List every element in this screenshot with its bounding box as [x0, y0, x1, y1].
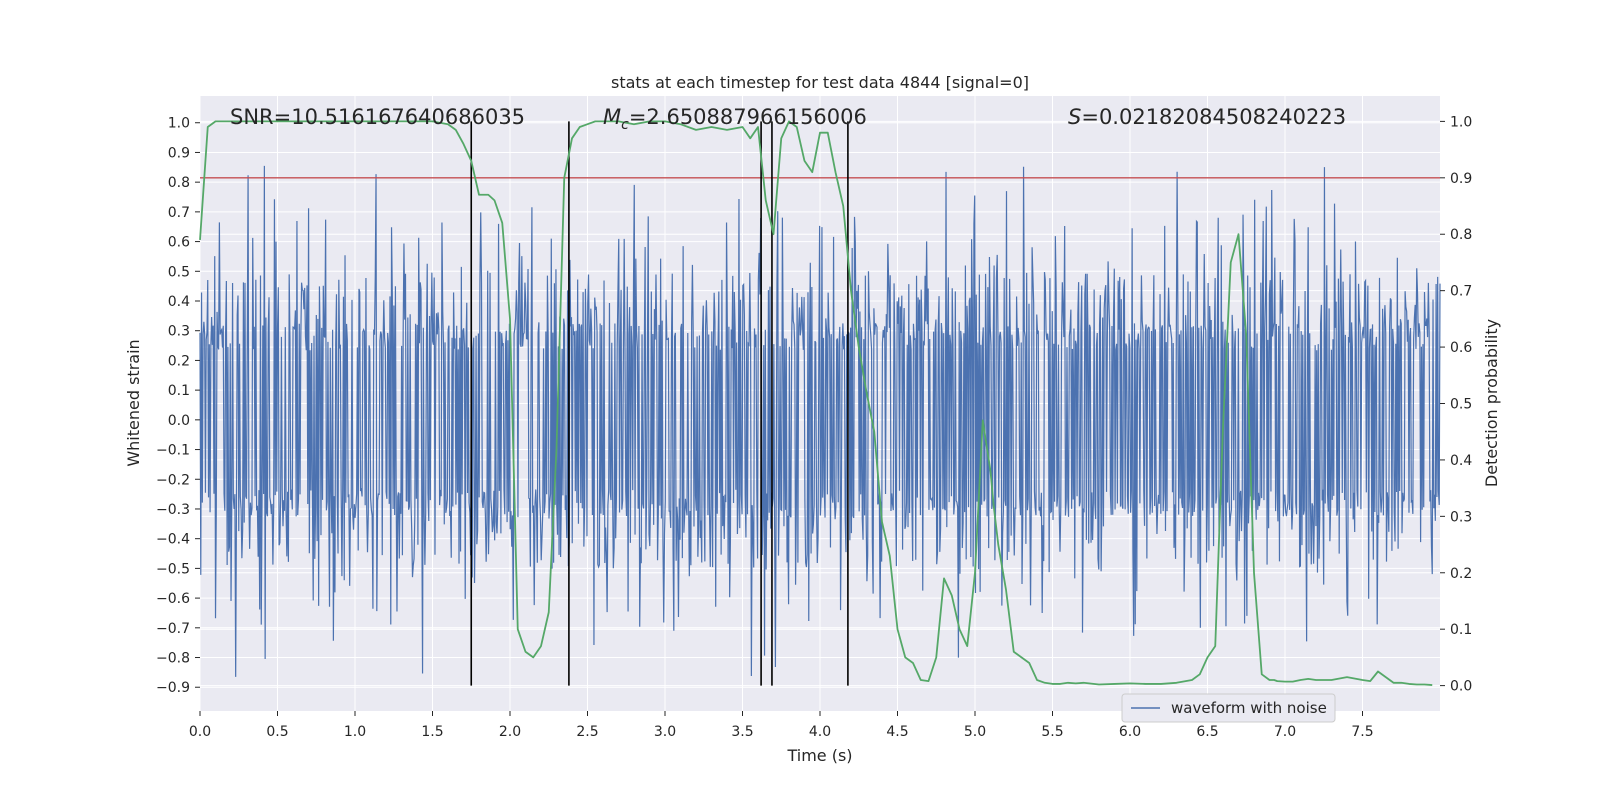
y-left-tick-label: 0.7 — [168, 205, 190, 221]
y-left-tick-label: 0.6 — [168, 235, 190, 251]
waveform-series — [199, 165, 1441, 677]
x-tick-label: 0.0 — [189, 724, 211, 740]
x-tick-label: 5.0 — [964, 724, 986, 740]
x-tick-label: 3.5 — [731, 724, 753, 740]
y-left-tick-label: −0.3 — [156, 502, 190, 518]
y-axis-right-label: Detection probability — [1482, 319, 1501, 487]
y-right-tick-label: 0.3 — [1450, 509, 1472, 525]
y-right-tick-label: 0.9 — [1450, 171, 1472, 187]
y-left-tick-label: 0.9 — [168, 145, 190, 161]
y-left-tick-label: 0.1 — [168, 383, 190, 399]
s-value: =0.02182084508240223 — [1081, 105, 1346, 129]
y-axis-right: 1.0 0.9 0.8 0.7 0.6 0.5 0.4 0.3 0.2 0.1 0.0 — [1440, 114, 1472, 695]
y-right-tick-label: 0.4 — [1450, 453, 1472, 469]
chirp-mass-subscript: c — [621, 117, 629, 133]
x-tick-label: 1.0 — [344, 724, 366, 740]
x-tick-label: 7.0 — [1274, 724, 1296, 740]
legend-label-waveform: waveform with noise — [1171, 699, 1327, 717]
snr-annotation: SNR=10.516167640686035 — [230, 105, 525, 129]
y-axis-left: 1.0 0.9 0.8 0.7 0.6 0.5 0.4 0.3 0.2 0.1 0.0 −0.1 −0.… — [156, 116, 200, 696]
y-left-tick-label: 0.8 — [168, 175, 190, 191]
y-right-tick-label: 0.5 — [1450, 397, 1472, 413]
x-tick-label: 7.5 — [1351, 724, 1373, 740]
y-left-tick-label: −0.2 — [156, 472, 190, 488]
y-left-tick-label: −0.1 — [156, 443, 190, 459]
x-tick-label: 0.5 — [266, 724, 288, 740]
chirp-mass-value: =2.650887966156006 — [629, 105, 867, 129]
y-left-tick-label: 0.2 — [168, 353, 190, 369]
y-left-tick-label: −0.7 — [156, 621, 190, 637]
chirp-mass-symbol: M — [603, 105, 621, 129]
x-tick-label: 1.5 — [421, 724, 443, 740]
y-left-tick-label: 1.0 — [168, 116, 190, 132]
x-tick-label: 4.0 — [809, 724, 831, 740]
y-left-tick-label: 0.3 — [168, 324, 190, 340]
y-left-tick-label: −0.5 — [156, 561, 190, 577]
y-right-tick-label: 0.7 — [1450, 284, 1472, 300]
y-left-tick-label: 0.5 — [168, 264, 190, 280]
y-left-tick-label: −0.9 — [156, 680, 190, 696]
legend-box — [1121, 693, 1336, 723]
s-annotation: S=0.02182084508240223 — [1068, 105, 1346, 129]
y-right-tick-label: 0.8 — [1450, 227, 1472, 243]
y-right-tick-label: 0.1 — [1450, 622, 1472, 638]
chart-title: stats at each timestep for test data 484… — [611, 73, 1029, 92]
s-symbol: S — [1068, 105, 1081, 129]
y-left-tick-label: 0.0 — [168, 413, 190, 429]
chirp-mass-annotation: Mc=2.650887966156006 — [603, 105, 867, 133]
y-right-tick-label: 0.6 — [1450, 340, 1472, 356]
y-left-tick-label: −0.4 — [156, 532, 190, 548]
x-tick-label: 2.0 — [499, 724, 521, 740]
waveform-line — [199, 165, 1441, 677]
overlays — [199, 120, 1440, 686]
x-tick-label: 3.0 — [654, 724, 676, 740]
y-left-tick-label: 0.4 — [168, 294, 190, 310]
legend: waveform with noise — [1121, 693, 1336, 723]
y-right-tick-label: 0.2 — [1450, 566, 1472, 582]
y-left-tick-label: −0.8 — [156, 651, 190, 667]
y-right-tick-label: 0.0 — [1450, 679, 1472, 695]
x-tick-label: 2.5 — [576, 724, 598, 740]
x-tick-label: 4.5 — [886, 724, 908, 740]
y-right-tick-label: 1.0 — [1450, 114, 1472, 130]
y-axis-left-label: Whitened strain — [124, 339, 143, 466]
x-axis: 0.0 0.5 1.0 1.5 2.0 2.5 3.0 3.5 4.0 4.5 5.0 5.5 6.0 6… — [189, 711, 1374, 740]
x-tick-label: 6.0 — [1119, 724, 1141, 740]
detection-probability-line — [199, 120, 1433, 686]
y-left-tick-label: −0.6 — [156, 591, 190, 607]
x-axis-label: Time (s) — [786, 746, 852, 765]
x-tick-label: 6.5 — [1196, 724, 1218, 740]
x-tick-label: 5.5 — [1041, 724, 1063, 740]
